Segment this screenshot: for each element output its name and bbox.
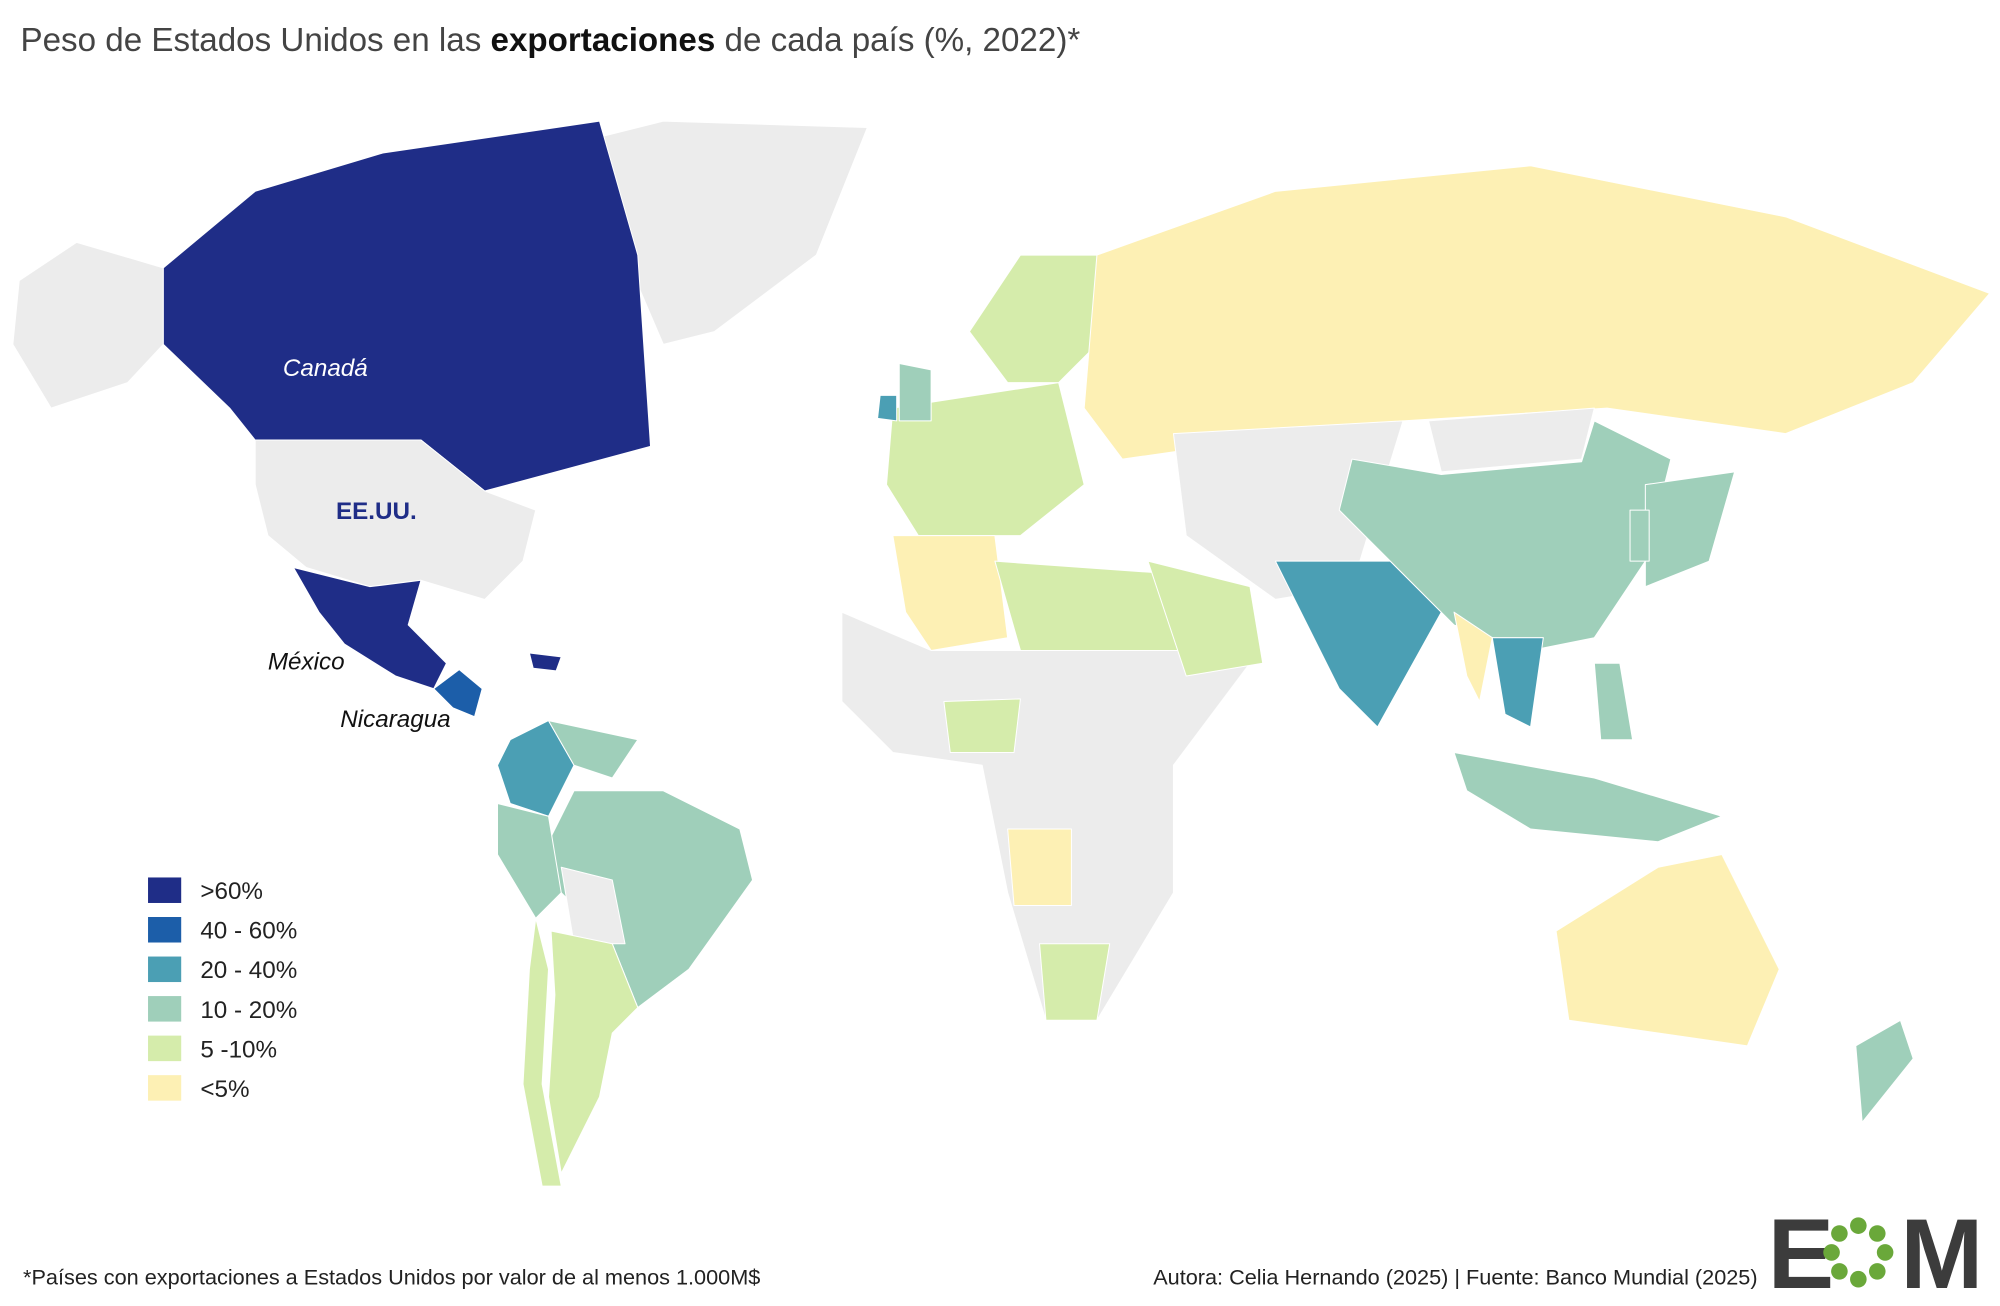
legend-swatch: [148, 877, 182, 903]
legend-swatch: [148, 1035, 182, 1062]
legend-swatch: [148, 917, 182, 943]
logo-letter: E: [1768, 1199, 1834, 1306]
legend-label: <5%: [200, 1076, 249, 1103]
map-label: Nicaragua: [340, 706, 450, 733]
title-part: Peso de Estados Unidos en las: [21, 22, 491, 59]
country: [892, 535, 1009, 651]
map-label: Canadá: [283, 355, 368, 382]
country: [548, 930, 639, 1174]
country: [877, 394, 898, 422]
country: [292, 567, 447, 690]
country: [841, 611, 1251, 1021]
country: [1007, 828, 1072, 907]
logo-dot: [1831, 1225, 1848, 1242]
title-bold: exportaciones: [491, 22, 716, 59]
country: [898, 362, 932, 422]
logo-dot: [1868, 1263, 1886, 1280]
logo-ring: [1823, 1217, 1894, 1288]
country: [433, 669, 483, 718]
country: [1338, 420, 1672, 651]
country: [162, 120, 652, 492]
logo-dot: [1823, 1244, 1840, 1261]
country: [943, 698, 1021, 753]
legend-swatch: [148, 1075, 182, 1101]
country: [1491, 637, 1544, 728]
country: [1453, 751, 1723, 843]
logo-dot: [1850, 1270, 1867, 1288]
country: [1855, 1019, 1914, 1123]
country: [560, 866, 626, 945]
footnote: *Países con exportaciones a Estados Unid…: [23, 1264, 760, 1289]
country: [1629, 509, 1650, 562]
title: Peso de Estados Unidos en las exportacio…: [21, 22, 1081, 59]
legend-label: 40 - 60%: [200, 918, 297, 945]
legend-label: >60%: [200, 878, 263, 905]
map-label: México: [268, 649, 345, 676]
logo-dot: [1876, 1244, 1894, 1261]
logo-dot: [1868, 1225, 1886, 1242]
country: [12, 241, 164, 409]
country: [548, 720, 639, 779]
country: [522, 917, 562, 1187]
country: [528, 652, 562, 672]
legend-swatch: [148, 996, 182, 1022]
logo-dot: [1831, 1263, 1848, 1280]
country: [1083, 165, 1991, 460]
legend-label: 10 - 20%: [200, 997, 297, 1024]
legend-label: 5 -10%: [200, 1036, 277, 1063]
country: [1428, 407, 1595, 473]
country: [1147, 560, 1264, 677]
logo-letter: M: [1900, 1199, 1983, 1306]
country: [1453, 611, 1493, 702]
legend-label: 20 - 40%: [200, 957, 297, 984]
legend-swatch: [148, 956, 182, 983]
legend: >60% 40 - 60% 20 - 40% 10 - 20% 5 -10% <5%: [148, 877, 297, 1103]
country: [254, 439, 537, 600]
country: [1555, 854, 1780, 1047]
title-part: de cada país (%, 2022)*: [715, 22, 1080, 59]
source: Autora: Celia Hernando (2025) | Fuente: …: [1153, 1264, 1757, 1289]
logo: E M: [1768, 1199, 1984, 1306]
world-map: [12, 120, 1991, 1187]
country: [496, 802, 562, 919]
logo-dot: [1850, 1217, 1867, 1234]
map-label: EE.UU.: [336, 498, 417, 525]
country: [1593, 662, 1634, 741]
country: [1039, 943, 1111, 1021]
